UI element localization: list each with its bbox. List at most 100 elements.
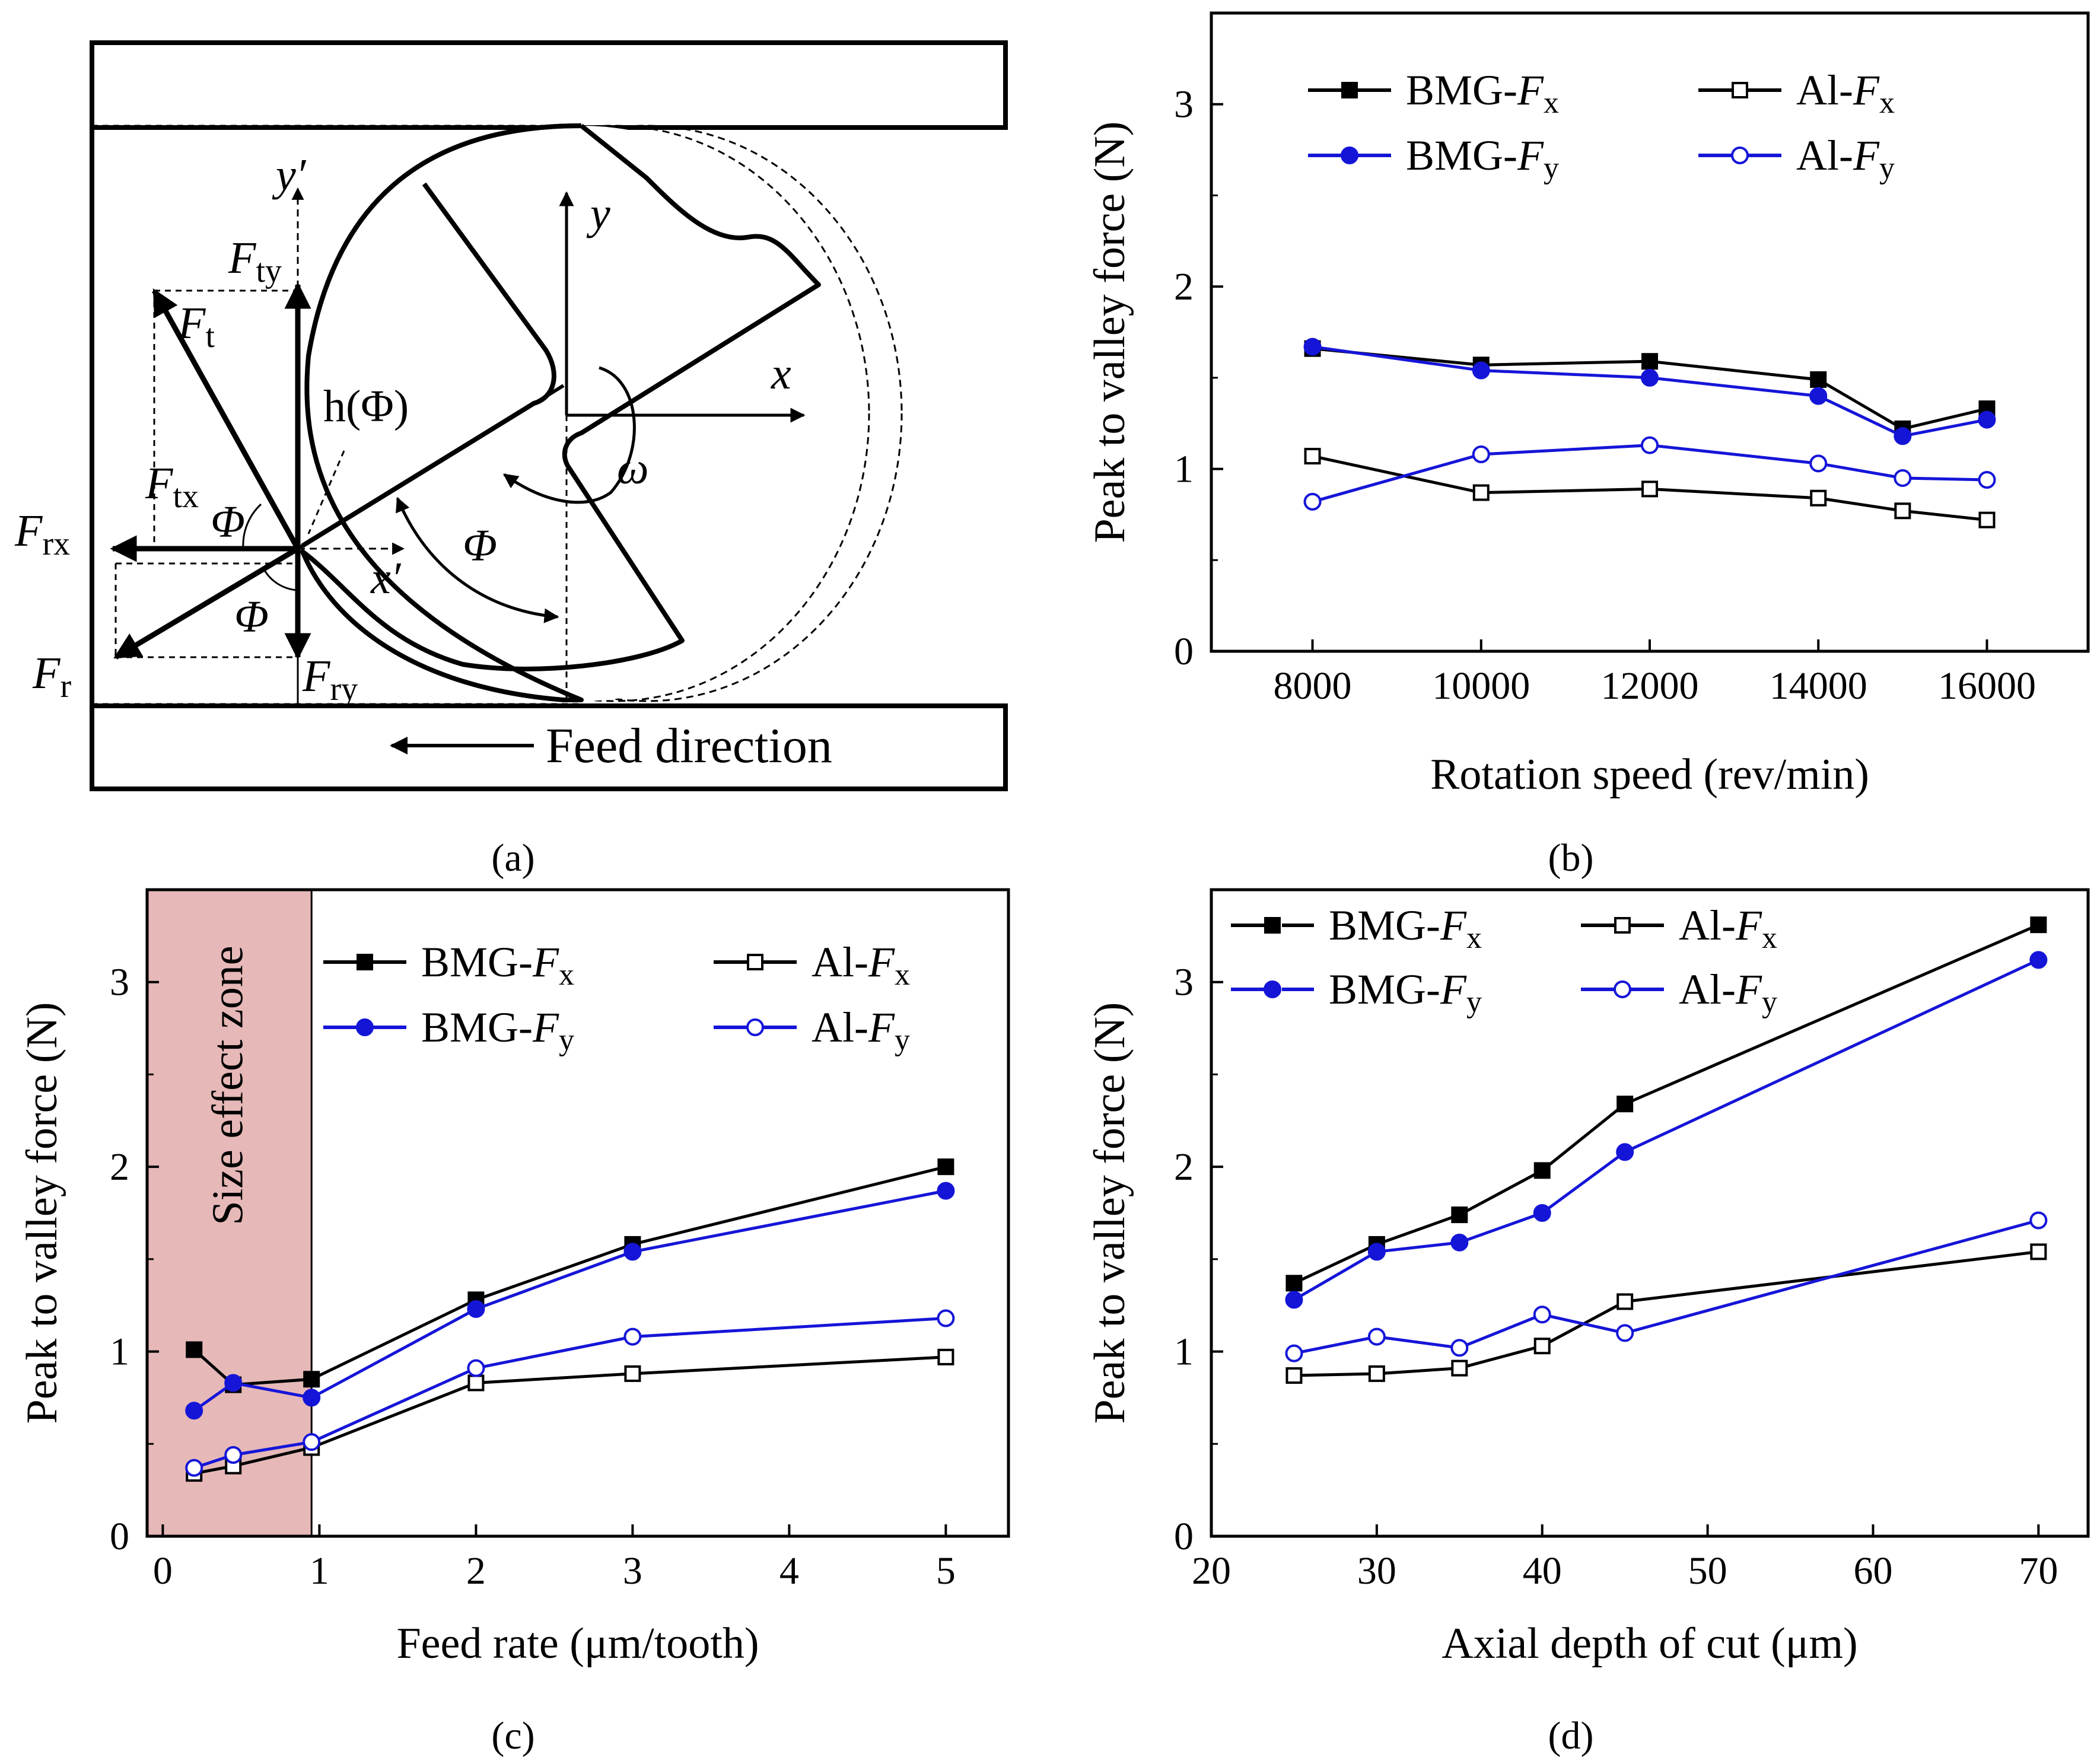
data-point-bmg-fy [224, 1374, 243, 1392]
series-al-fy [1285, 1211, 2048, 1362]
x-tick-label: 10000 [1432, 664, 1530, 708]
data-point-al-fx [467, 1374, 485, 1392]
series-line-al-fy [1293, 1219, 2039, 1355]
x-axis-label: x [771, 349, 791, 399]
series-al-fx [1285, 1243, 2047, 1384]
x-tick-label: 14000 [1770, 664, 1867, 708]
y-axis-title: Peak to valley force (N) [1086, 1002, 1134, 1424]
legend-label: Al-Fx [1796, 66, 1895, 120]
caption-d: (d) [1548, 1714, 1594, 1757]
data-point-al-fx [1533, 1338, 1551, 1355]
x-tick-label: 70 [2019, 1549, 2058, 1593]
size-effect-zone [147, 890, 312, 1536]
data-point-al-fy [303, 1433, 321, 1451]
force-frx-label: Frx [14, 506, 70, 562]
data-point-bmg-fx [186, 1341, 203, 1358]
milling-schematic: Feed direction y x y′ x′ ω Φ Φ Φ h(Φ) Ft… [14, 40, 1008, 791]
data-point-al-fx [1978, 511, 1996, 528]
data-point-al-fy [2029, 1211, 2048, 1230]
x-tick-label: 30 [1357, 1549, 1396, 1593]
legend-marker [1732, 82, 1748, 98]
legend-marker [1614, 980, 1631, 998]
legend-label: Al-Fy [812, 1004, 910, 1057]
legend-label: BMG-Fx [1406, 66, 1559, 120]
y-tick-label: 1 [1174, 448, 1194, 491]
data-point-bmg-fy [1285, 1291, 1303, 1309]
data-point-al-fy [937, 1309, 955, 1327]
data-point-al-fy [1809, 454, 1828, 473]
data-point-bmg-fx [1285, 1275, 1303, 1292]
plot-frame [1210, 11, 2090, 653]
workpiece-bottom [90, 703, 1008, 791]
data-point-al-fx [1368, 1365, 1385, 1382]
x-axis-title: Feed rate (μm/tooth) [397, 1619, 759, 1668]
data-point-al-fy [1303, 492, 1322, 511]
y-tick-label: 1 [1174, 1330, 1194, 1374]
y-tick-label: 2 [1174, 1145, 1194, 1189]
data-point-al-fx [1472, 484, 1490, 501]
data-point-al-fy [1450, 1339, 1469, 1357]
phi-arc [396, 496, 559, 623]
force-fr-label: Fr [32, 648, 71, 705]
plot-frame [1210, 888, 2090, 1538]
y-tick-label: 0 [1174, 630, 1194, 673]
legend-item-bmg-fx: BMG-Fx [323, 938, 574, 992]
data-point-al-fx [937, 1348, 954, 1365]
series-line-al-fx [1294, 1250, 2039, 1377]
x-tick-label: 60 [1853, 1549, 1892, 1593]
size-effect-zone-label: Size effect zone [204, 945, 253, 1225]
data-point-bmg-fy [1641, 368, 1659, 387]
x-tick-label: 12000 [1601, 664, 1699, 708]
y-axis-title: Peak to valley force (N) [1086, 122, 1134, 543]
data-point-bmg-fy [1472, 361, 1490, 380]
legend-label: BMG-Fx [421, 938, 574, 992]
data-point-al-fy [1894, 469, 1912, 487]
data-point-bmg-fy [303, 1389, 321, 1407]
data-point-bmg-fx [303, 1371, 320, 1388]
series-bmg-fy [185, 1182, 955, 1420]
data-point-bmg-fy [937, 1182, 955, 1200]
data-point-bmg-fy [1303, 337, 1322, 356]
legend-item-al-fy: Al-Fy [714, 1004, 910, 1057]
y-tick-label: 3 [1174, 83, 1194, 126]
chart-axial-depth: 20 30 40 50 60 70 0 1 2 3 Axial depth of cut (μm)… [1086, 888, 2090, 1668]
workpiece-top [90, 40, 1008, 130]
x-axis-title: Rotation speed (rev/min) [1430, 750, 1869, 799]
y-axis-title: Peak to valley force (N) [18, 1002, 66, 1424]
series-al-fy [185, 1309, 955, 1477]
data-point-al-fx [1810, 489, 1827, 507]
legend-marker [1341, 82, 1358, 98]
x-tick-label: 8000 [1274, 664, 1352, 708]
series-al-fy [1303, 436, 1996, 511]
series-line-bmg-fy [1312, 345, 1987, 438]
legend-label: BMG-Fx [1329, 902, 1482, 955]
data-point-al-fy [1978, 471, 1996, 489]
chart-feed-rate: 0 1 2 3 4 5 0 1 2 3 Feed rate (μm/tooth) Peak to … [18, 888, 1010, 1668]
y-tick-label: 2 [1174, 265, 1194, 308]
x-tick-label: 3 [623, 1549, 642, 1593]
legend-marker [747, 954, 763, 970]
legend-item-bmg-fy: BMG-Fy [323, 1004, 574, 1057]
x-tick-label: 16000 [1938, 664, 2036, 708]
x-tick-label: 1 [310, 1549, 329, 1593]
data-point-al-fy [224, 1445, 243, 1464]
series-bmg-fx [1304, 340, 1996, 437]
data-point-bmg-fx [1451, 1206, 1468, 1224]
tool-path-circle-2 [390, 125, 903, 702]
caption-c: (c) [491, 1714, 534, 1757]
series-line-al-fy [1312, 444, 1987, 504]
data-point-bmg-fx [1533, 1162, 1551, 1179]
legend-marker [1264, 980, 1281, 998]
data-point-bmg-fy [1616, 1143, 1634, 1161]
series-line-bmg-fx [1293, 923, 2039, 1285]
legend-item-al-fy: Al-Fy [1581, 966, 1777, 1019]
legend-label: BMG-Fy [421, 1004, 574, 1057]
x-tick-label: 5 [936, 1549, 956, 1593]
legend-item-bmg-fy: BMG-Fy [1231, 966, 1482, 1019]
legend-label: Al-Fy [1796, 132, 1895, 185]
data-point-al-fx [624, 1365, 641, 1382]
x-tick-label: 50 [1688, 1549, 1727, 1593]
legend-item-bmg-fx: BMG-Fx [1308, 66, 1559, 120]
data-point-al-fy [623, 1327, 642, 1346]
